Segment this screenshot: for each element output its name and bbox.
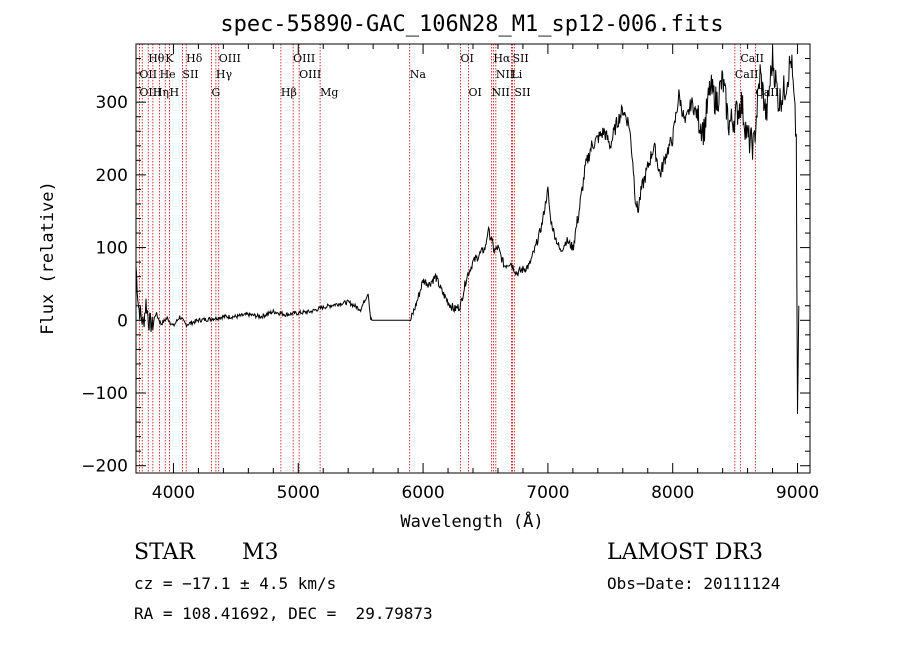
line-label-11: SII — [182, 68, 198, 81]
line-label-22: Hβ — [281, 86, 297, 99]
line-label-4: OIII — [293, 52, 315, 65]
x-tick-label: 7000 — [526, 483, 569, 503]
spectrum-chart: spec-55890-GAC_106N28_M1_sp12-006.fits H… — [38, 12, 819, 532]
y-axis-label: Flux (relative) — [38, 181, 58, 335]
line-label-15: NII — [496, 68, 514, 81]
object-type: STAR — [134, 540, 195, 565]
x-tick-label: 9000 — [776, 483, 819, 503]
line-label-14: Na — [410, 68, 427, 81]
y-tick-label: 300 — [96, 93, 128, 113]
line-label-8: CaII — [740, 52, 764, 65]
line-label-19: Hη — [153, 86, 169, 99]
x-tick-label: 8000 — [651, 483, 694, 503]
x-tick-label: 5000 — [277, 483, 320, 503]
line-label-2: K — [165, 52, 174, 65]
line-label-25: NII — [491, 86, 509, 99]
line-label-3: OIII — [219, 52, 241, 65]
coordinates: RA = 108.41692, DEC = 29.79873 — [134, 604, 433, 623]
line-label-23: Mg — [320, 86, 338, 99]
line-label-0: Hδ — [186, 52, 203, 65]
line-markers — [138, 44, 756, 473]
y-tick-label: 0 — [117, 311, 128, 331]
line-label-21: G — [212, 86, 221, 99]
survey-name: LAMOST DR3 — [607, 540, 763, 565]
y-tick-label: 200 — [96, 166, 128, 186]
line-label-7: SII — [512, 52, 528, 65]
y-axis-ticks: −200 −100 0 100 200 300 — [81, 58, 810, 477]
line-label-9: OII — [139, 68, 157, 81]
line-label-6: Hα — [493, 52, 511, 65]
plot-frame — [135, 43, 811, 474]
y-tick-label: −100 — [81, 384, 128, 404]
x-tick-label: 6000 — [401, 483, 444, 503]
spectrum-series — [135, 45, 800, 414]
x-axis-label: Wavelength (Å) — [400, 510, 543, 532]
object-subclass: M3 — [242, 540, 279, 565]
line-label-16: Li — [511, 68, 522, 81]
line-label-1: Hθ — [148, 52, 165, 65]
line-label-10: He — [160, 68, 176, 81]
line-label-5: OI — [461, 52, 474, 65]
chart-title: spec-55890-GAC_106N28_M1_sp12-006.fits — [220, 12, 723, 37]
x-axis-ticks: 4000 5000 6000 7000 8000 9000 — [152, 44, 819, 503]
line-label-13: OIII — [299, 68, 321, 81]
line-label-17: CaII — [735, 68, 759, 81]
line-label-26: SII — [514, 86, 530, 99]
line-label-12: Hγ — [216, 68, 233, 81]
spectrum-line — [135, 45, 800, 414]
y-tick-label: −200 — [81, 457, 128, 477]
x-tick-label: 4000 — [152, 483, 195, 503]
line-label-20: H — [169, 86, 179, 99]
obs-date: Obs−Date: 20111124 — [607, 574, 781, 593]
y-tick-label: 100 — [96, 239, 128, 259]
line-label-24: OI — [469, 86, 482, 99]
redshift-text: cz = −17.1 ± 4.5 km/s — [134, 574, 337, 593]
line-label-18: OIII — [139, 86, 161, 99]
